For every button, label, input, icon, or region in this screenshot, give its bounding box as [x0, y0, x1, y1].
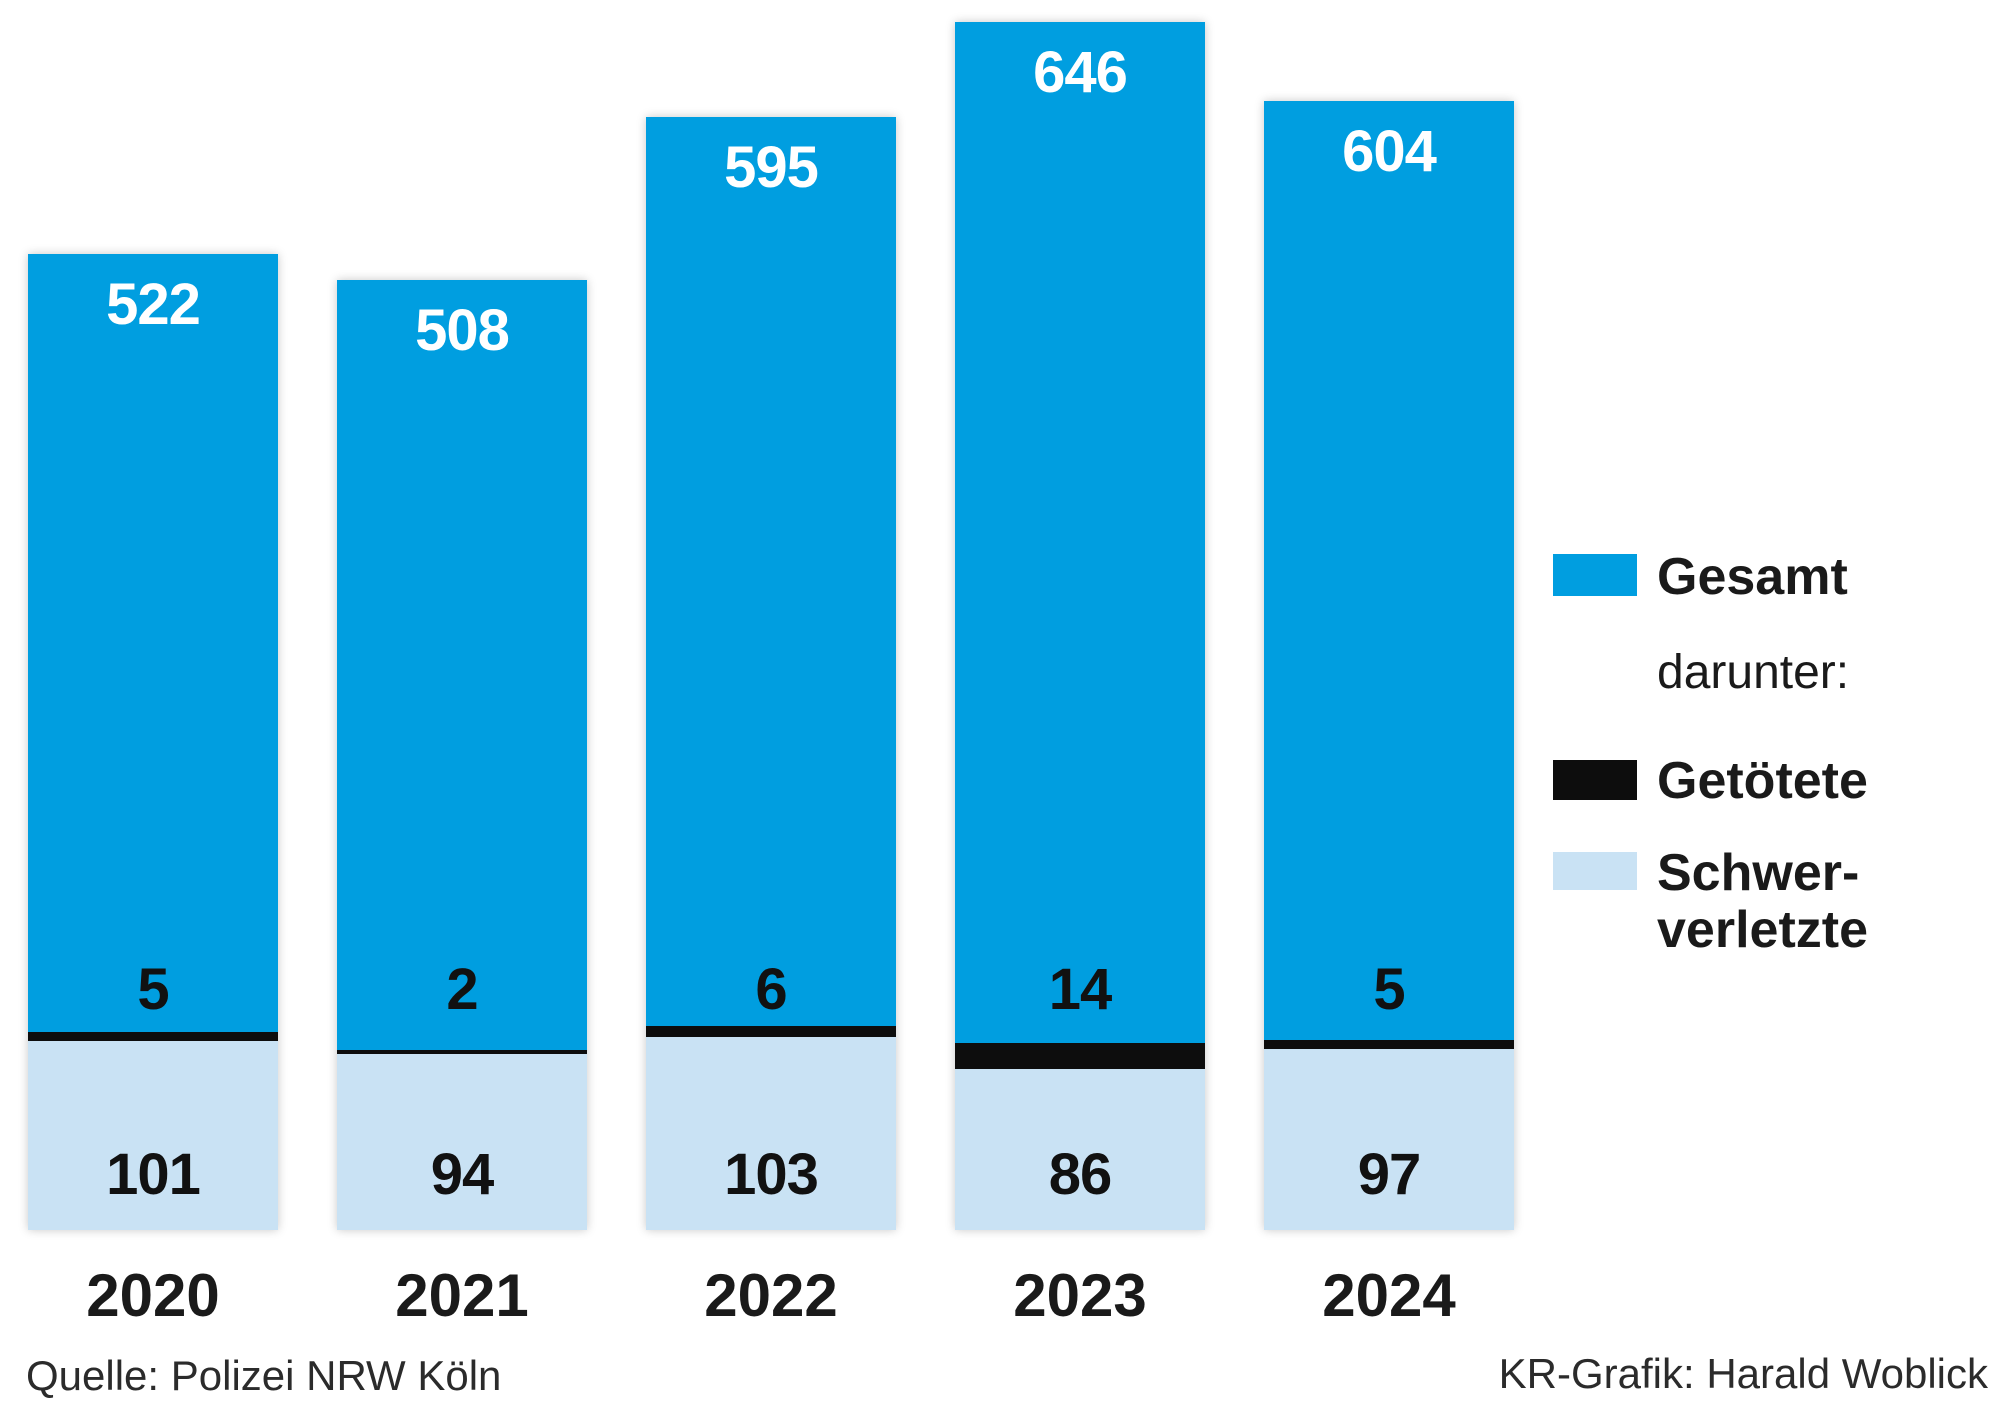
- bar-group-2024: 604 5 97 2024: [1264, 0, 1514, 1424]
- legend-label-schwerverletzte-line2: verletzte: [1657, 901, 1868, 959]
- bar-killed-segment: [1264, 1040, 1514, 1049]
- legend: Gesamt darunter: Getötete Schwer- verlet…: [1553, 540, 1999, 960]
- year-axis-label: 2023: [1013, 1262, 1147, 1329]
- legend-label-darunter: darunter:: [1657, 646, 1850, 699]
- legend-swatch-getoetete: [1553, 760, 1637, 800]
- bar-killed-segment: [646, 1026, 896, 1037]
- bar-killed-segment: [955, 1043, 1205, 1069]
- year-axis-label: 2022: [704, 1262, 838, 1329]
- year-axis-label: 2020: [86, 1262, 220, 1329]
- bar-group-2021: 508 2 94 2021: [337, 0, 587, 1424]
- bar-group-2022: 595 6 103 2022: [646, 0, 896, 1424]
- bar-injured-segment: [646, 1037, 896, 1230]
- killed-value-label: 6: [755, 957, 787, 1022]
- source-note: Quelle: Polizei NRW Köln: [26, 1352, 502, 1399]
- total-value-label: 522: [106, 272, 201, 337]
- killed-value-label: 5: [1373, 957, 1405, 1022]
- total-value-label: 508: [415, 298, 510, 363]
- total-value-label: 604: [1342, 119, 1437, 184]
- bar-injured-segment: [28, 1041, 278, 1230]
- legend-label-getoetete: Getötete: [1657, 752, 1868, 810]
- killed-value-label: 5: [137, 957, 169, 1022]
- legend-swatch-schwerverletzte: [1553, 852, 1637, 890]
- bar-injured-segment: [1264, 1049, 1514, 1230]
- bar-injured-segment: [337, 1054, 587, 1230]
- bar-killed-segment: [337, 1050, 587, 1054]
- injured-value-label: 97: [1357, 1142, 1422, 1207]
- bar-group-2023: 646 14 86 2023: [955, 0, 1205, 1424]
- injured-value-label: 86: [1048, 1142, 1113, 1207]
- bar-injured-segment: [955, 1069, 1205, 1230]
- bar-killed-segment: [28, 1032, 278, 1041]
- credit-note: KR-Grafik: Harald Woblick: [1498, 1350, 1988, 1397]
- legend-swatch-gesamt: [1553, 554, 1637, 596]
- injured-value-label: 94: [430, 1142, 495, 1207]
- legend-label-schwerverletzte-line1: Schwer-: [1657, 844, 1860, 902]
- bar-group-2020: 522 5 101 2020: [28, 0, 278, 1424]
- total-value-label: 646: [1033, 40, 1128, 105]
- total-value-label: 595: [724, 135, 819, 200]
- injured-value-label: 103: [724, 1142, 819, 1207]
- killed-value-label: 14: [1048, 957, 1113, 1022]
- killed-value-label: 2: [446, 957, 478, 1022]
- injured-value-label: 101: [106, 1142, 201, 1207]
- bar-total-segment: [955, 22, 1205, 1230]
- year-axis-label: 2021: [395, 1262, 529, 1329]
- year-axis-label: 2024: [1322, 1262, 1456, 1329]
- legend-label-gesamt: Gesamt: [1657, 548, 1848, 606]
